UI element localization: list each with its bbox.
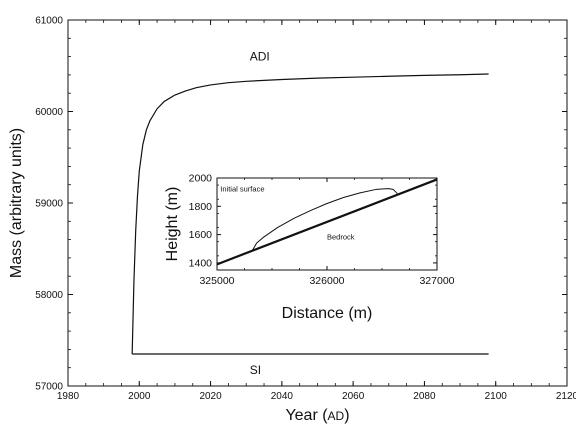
inset-annotation-0: Initial surface: [220, 184, 264, 193]
main-xtick-label-6: 2100: [485, 391, 508, 402]
main-xtick-label-4: 2060: [342, 391, 365, 402]
main-annotation-1: SI: [250, 363, 261, 377]
main-xtick-label-1: 2000: [128, 391, 151, 402]
main-annotation-0: ADI: [250, 49, 270, 63]
main-xtick-label-3: 2040: [271, 391, 294, 402]
main-xtick-label-2: 2020: [199, 391, 222, 402]
inset-xtick-label-0: 325000: [199, 275, 234, 287]
main-ytick-label-0: 57000: [35, 382, 63, 393]
main-x-axis-unit: AD: [328, 409, 345, 423]
main-ytick-label-1: 58000: [35, 290, 63, 301]
main-xtick-label-5: 2080: [413, 391, 436, 402]
main-ytick-label-3: 60000: [35, 107, 63, 118]
main-chart: 1980 2000 2020 2040 2060 2080 2100 2120 57000 580…: [8, 16, 576, 425]
inset-xtick-label-1: 326000: [309, 275, 344, 287]
inset-ytick-label-2: 1800: [189, 201, 213, 213]
main-ytick-label-2: 59000: [35, 199, 63, 210]
main-ytick-label-4: 61000: [35, 16, 63, 27]
inset-ytick-label-3: 2000: [189, 173, 213, 185]
main-x-axis-title: Year (AD): [285, 407, 349, 424]
inset-series-initial-surface: [251, 188, 398, 251]
main-xtick-label-0: 1980: [57, 391, 80, 402]
inset-ytick-label-1: 1600: [189, 229, 213, 241]
main-series-adi: [131, 73, 489, 354]
main-y-axis-title: Mass (arbitrary units): [8, 128, 25, 278]
inset-x-axis-title: Distance (m): [282, 305, 373, 322]
inset-chart: 325000 326000 327000 1400 1600 1800 2000 Initia…: [164, 173, 455, 323]
inset-y-axis-title: Height (m): [164, 187, 181, 262]
inset-ytick-label-0: 1400: [189, 257, 213, 269]
inset-annotation-1: Bedrock: [327, 233, 355, 242]
main-xtick-label-7: 2120: [556, 391, 576, 402]
inset-xtick-label-2: 327000: [419, 275, 454, 287]
inset-series-bedrock: [216, 178, 438, 266]
